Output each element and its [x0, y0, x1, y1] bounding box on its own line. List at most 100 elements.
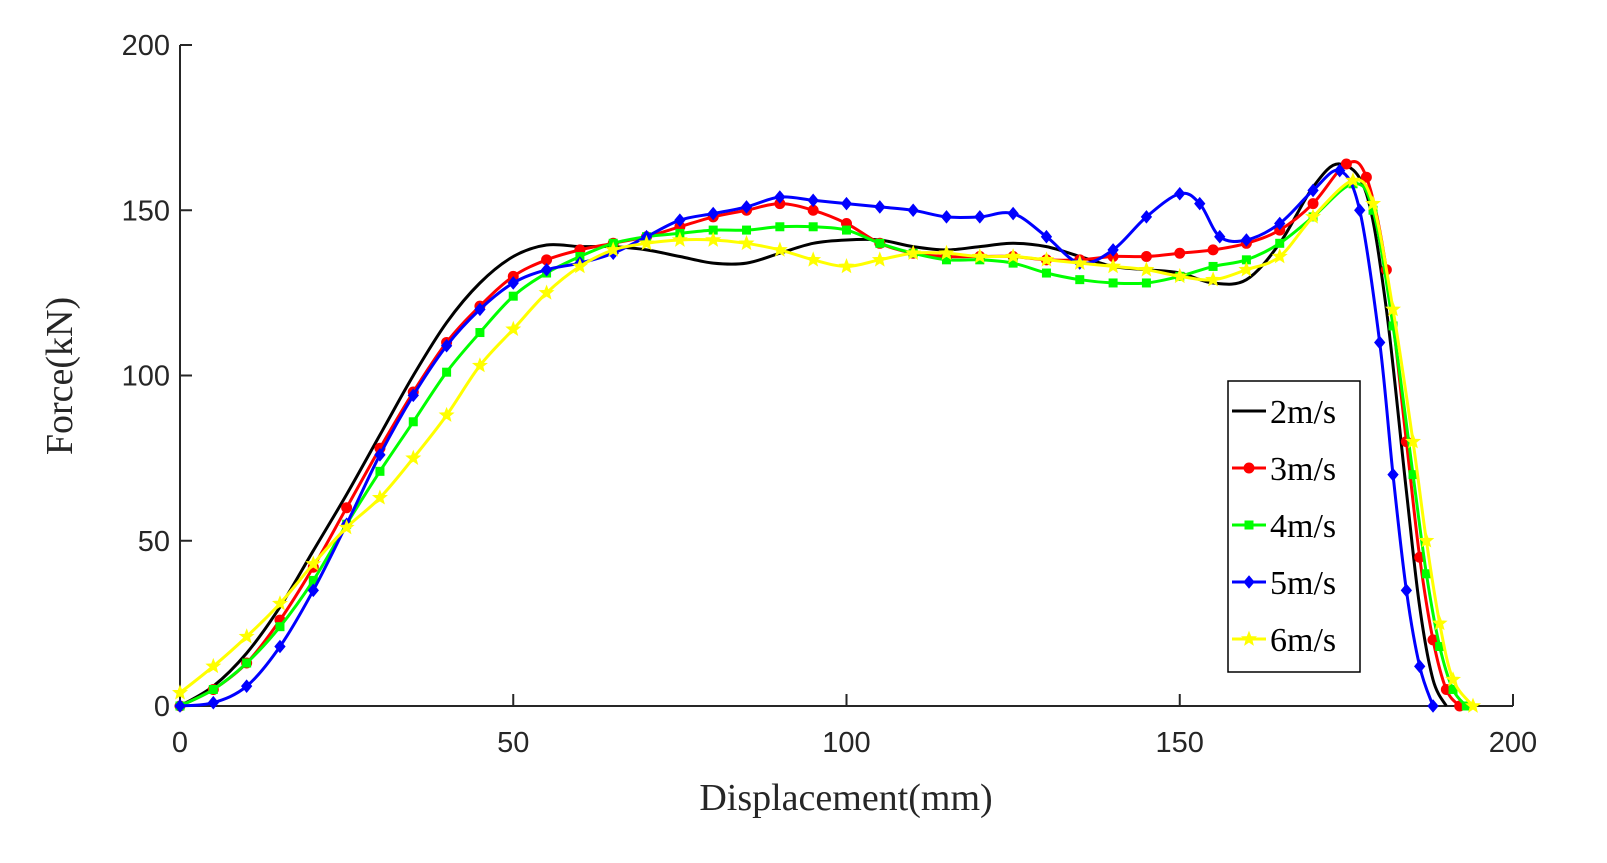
data-point: [1275, 238, 1285, 248]
data-point: [538, 284, 555, 300]
data-point: [838, 258, 855, 274]
data-point: [474, 302, 486, 317]
legend-label: 6m/s: [1270, 622, 1336, 659]
data-point: [674, 213, 686, 227]
data-point: [771, 241, 788, 257]
data-point: [1307, 198, 1319, 210]
data-point: [1107, 243, 1119, 257]
data-point: [1305, 208, 1322, 224]
series-layer: [171, 158, 1482, 713]
data-point: [374, 448, 386, 462]
data-point: [1138, 261, 1155, 277]
data-point: [1071, 254, 1088, 270]
y-tick-label: 150: [122, 195, 170, 227]
data-point: [1171, 267, 1188, 284]
data-point: [1418, 532, 1435, 548]
data-point: [1207, 244, 1219, 256]
y-tick-label: 200: [122, 30, 170, 62]
data-point: [1005, 248, 1022, 264]
data-point: [1405, 433, 1422, 449]
data-point: [505, 320, 522, 337]
data-point: [540, 262, 553, 277]
data-point: [1274, 216, 1286, 231]
x-tick-label: 200: [1489, 727, 1537, 759]
data-point: [707, 206, 719, 221]
data-point: [1421, 569, 1431, 579]
x-axis-title: Displacement(mm): [699, 777, 992, 819]
data-point: [305, 555, 322, 571]
data-point: [1307, 183, 1319, 198]
y-tick-label: 100: [122, 361, 170, 393]
data-point: [238, 628, 255, 644]
data-point: [371, 489, 388, 505]
data-point: [638, 234, 655, 251]
data-point: [1431, 615, 1448, 631]
x-tick-label: 150: [1156, 727, 1204, 759]
series-6m/s: [171, 172, 1482, 713]
data-point: [1427, 699, 1439, 713]
data-point: [1040, 229, 1053, 244]
data-point: [1174, 247, 1186, 259]
data-point: [738, 234, 755, 251]
data-point: [1354, 203, 1366, 218]
data-point: [705, 231, 722, 247]
data-point: [774, 190, 786, 204]
data-point: [1174, 186, 1186, 201]
data-point: [442, 367, 452, 377]
data-point: [508, 291, 518, 301]
data-point: [174, 699, 186, 713]
data-point: [1465, 697, 1482, 713]
legend-item: 2m/s: [1232, 394, 1336, 431]
data-point: [208, 684, 218, 694]
data-point: [471, 357, 488, 373]
data-point: [438, 406, 455, 422]
data-point: [1360, 171, 1372, 183]
y-ticks: 0 50 100 150 200: [122, 30, 192, 723]
data-point: [338, 519, 355, 535]
data-point: [940, 210, 953, 224]
data-point: [1414, 659, 1426, 674]
legend-item: 6m/s: [1232, 622, 1336, 659]
data-point: [740, 200, 753, 214]
data-point: [874, 200, 886, 214]
data-point: [1205, 271, 1222, 287]
series-4m/s: [175, 179, 1471, 711]
data-point: [871, 251, 888, 267]
data-point: [171, 684, 189, 700]
x-ticks: 0 50 100 150 200: [172, 694, 1537, 759]
data-point: [971, 248, 988, 264]
data-point: [571, 258, 588, 274]
data-point: [808, 222, 818, 232]
x-tick-label: 0: [172, 727, 188, 759]
data-point: [407, 388, 419, 403]
data-point: [240, 679, 253, 693]
data-point: [1075, 275, 1085, 285]
data-point: [775, 222, 785, 232]
legend-marker: [1243, 575, 1255, 589]
x-tick-label: 50: [497, 727, 529, 759]
legend-label: 5m/s: [1270, 565, 1336, 602]
legend-label: 4m/s: [1270, 508, 1336, 545]
data-point: [805, 251, 822, 267]
data-point: [1400, 583, 1413, 598]
data-point: [1141, 278, 1151, 288]
data-point: [907, 203, 919, 218]
data-point: [1194, 196, 1206, 211]
data-point: [408, 417, 418, 427]
data-point: [1140, 210, 1153, 224]
data-point: [207, 695, 219, 710]
data-point: [1007, 206, 1019, 221]
data-point: [938, 244, 955, 261]
legend-item: 3m/s: [1232, 451, 1336, 488]
data-point: [341, 502, 353, 514]
data-point: [807, 193, 819, 208]
data-point: [275, 622, 285, 632]
data-point: [1041, 268, 1051, 278]
data-point: [840, 196, 853, 211]
legend-item: 5m/s: [1232, 565, 1336, 602]
data-point: [1240, 233, 1253, 247]
data-point: [242, 658, 252, 668]
data-point: [1271, 248, 1288, 264]
legend: 2m/s 3m/s 4m/s 5m/s 6m/s: [1227, 380, 1361, 673]
